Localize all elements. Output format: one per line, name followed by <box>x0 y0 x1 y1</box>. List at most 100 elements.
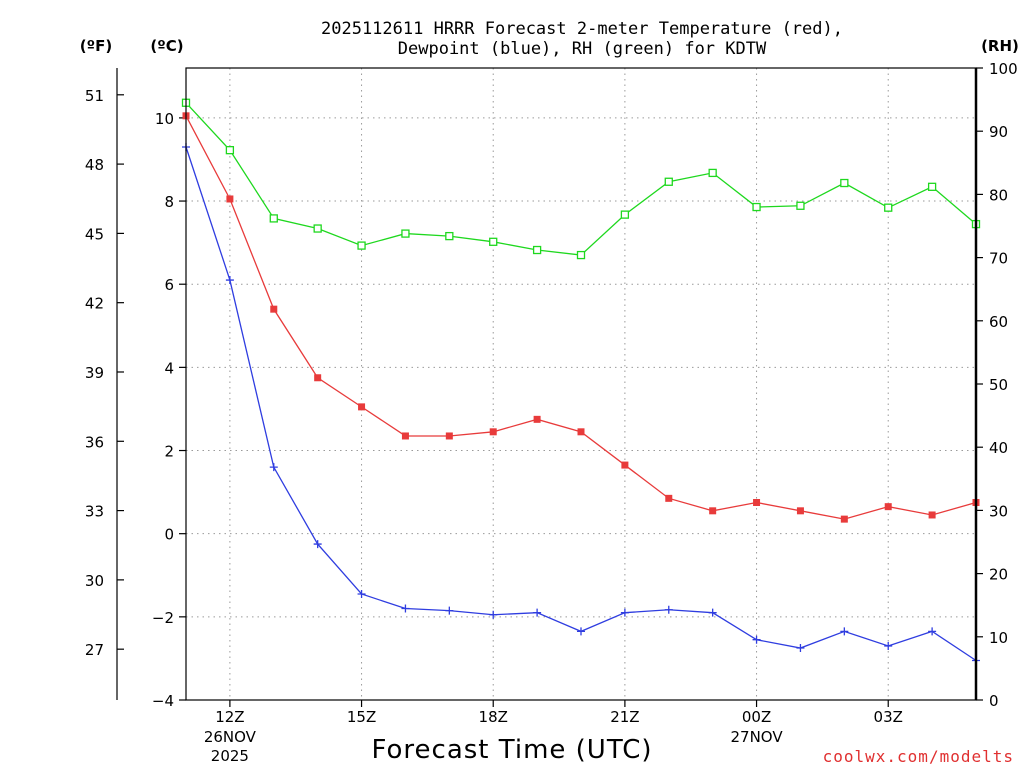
data-point <box>927 182 937 191</box>
data-point <box>620 210 630 219</box>
data-point <box>665 494 673 502</box>
data-point <box>445 606 454 615</box>
celsius-tick-label: −2 <box>152 609 174 627</box>
celsius-tick-label: 8 <box>164 193 174 211</box>
data-point <box>840 627 849 636</box>
data-point <box>270 305 278 313</box>
rh-tick-label: 10 <box>989 629 1008 647</box>
data-point <box>752 202 761 212</box>
fahrenheit-tick-label: 48 <box>85 156 104 174</box>
series-line <box>185 102 977 256</box>
fahrenheit-tick-label: 39 <box>85 364 104 382</box>
data-point <box>313 224 322 233</box>
data-point <box>401 604 410 613</box>
data-point <box>532 245 542 255</box>
fahrenheit-unit-label: (ºF) <box>80 37 112 55</box>
credit-text: coolwx.com/modelts <box>823 747 1014 766</box>
plot-frame <box>185 67 977 701</box>
celsius-tick-label: −4 <box>152 692 174 710</box>
data-point <box>840 515 848 523</box>
data-point <box>796 644 805 653</box>
celsius-tick-label: 4 <box>164 359 174 377</box>
data-point <box>357 241 366 250</box>
x-tick-label: 18Z <box>479 708 508 726</box>
data-point <box>445 231 454 241</box>
data-point <box>533 608 542 617</box>
data-point <box>753 499 761 506</box>
series-dewpoint <box>182 143 980 665</box>
data-point <box>621 461 629 469</box>
fahrenheit-tick-label: 42 <box>85 295 104 313</box>
rh-tick-label: 60 <box>989 313 1008 331</box>
x-tick-sublabel: 26NOV <box>204 728 257 746</box>
rh-tick-label: 40 <box>989 439 1008 457</box>
chart-title-line-2: Dewpoint (blue), RH (green) for KDTW <box>398 39 767 59</box>
data-point <box>620 608 629 617</box>
x-tick-label: 15Z <box>347 708 376 726</box>
x-tick-label: 12Z <box>215 708 244 726</box>
x-tick-sublabel: 2025 <box>211 747 249 765</box>
data-point <box>664 177 673 186</box>
fahrenheit-tick-label: 30 <box>85 572 104 590</box>
data-point <box>796 507 804 515</box>
celsius-tick-label: 2 <box>164 443 174 461</box>
rh-tick-label: 90 <box>989 123 1008 141</box>
data-point <box>313 540 322 549</box>
fahrenheit-tick-label: 36 <box>85 433 104 451</box>
data-point <box>884 203 893 212</box>
rh-tick-label: 20 <box>989 566 1008 584</box>
data-point <box>269 214 278 223</box>
data-point <box>269 463 278 472</box>
data-point <box>928 511 936 519</box>
data-point <box>576 250 586 260</box>
data-point <box>225 146 235 155</box>
data-point <box>708 608 717 617</box>
fahrenheit-tick-label: 33 <box>85 503 104 521</box>
data-point <box>840 178 849 188</box>
data-point <box>577 627 585 636</box>
data-point <box>226 195 234 203</box>
rh-tick-label: 50 <box>989 376 1008 394</box>
data-point <box>533 415 541 423</box>
data-point <box>709 507 717 515</box>
rh-tick-label: 80 <box>989 186 1008 204</box>
data-point <box>884 641 893 650</box>
data-point <box>664 605 673 614</box>
data-point <box>489 237 498 246</box>
x-tick-label: 00Z <box>742 708 771 726</box>
rh-tick-label: 30 <box>989 502 1008 520</box>
rh-unit-label: (RH) <box>981 37 1019 55</box>
series-rh <box>181 98 981 260</box>
celsius-axis: −4 −2 0 2 4 6 8 10 <box>152 110 186 710</box>
series-layer <box>181 98 981 665</box>
fahrenheit-tick-label: 51 <box>85 87 104 105</box>
x-tick-label: 21Z <box>610 708 639 726</box>
celsius-tick-label: 6 <box>164 276 174 294</box>
data-point <box>314 374 322 382</box>
series-line <box>185 146 977 662</box>
data-point <box>445 432 453 440</box>
data-point <box>489 428 497 436</box>
series-line <box>185 115 977 520</box>
rh-tick-label: 0 <box>989 692 999 710</box>
rh-axis: 0 10 20 30 40 50 60 70 80 90 100 <box>976 60 1018 710</box>
fahrenheit-axis: 27 30 33 36 39 42 45 48 51 <box>85 68 124 700</box>
data-point <box>708 168 717 178</box>
data-point <box>928 627 937 636</box>
data-point <box>489 610 498 619</box>
chart-title-line-1: 2025112611 HRRR Forecast 2-meter Tempera… <box>321 19 843 39</box>
data-point <box>225 276 234 285</box>
data-point <box>401 229 410 238</box>
data-point <box>358 403 366 411</box>
x-tick-label: 03Z <box>874 708 903 726</box>
rh-tick-label: 70 <box>989 250 1008 268</box>
series-temperature <box>182 112 980 523</box>
celsius-tick-label: 0 <box>164 526 174 544</box>
fahrenheit-tick-label: 45 <box>85 225 104 243</box>
data-point <box>357 589 366 598</box>
data-point <box>752 635 761 644</box>
data-point <box>796 201 805 210</box>
